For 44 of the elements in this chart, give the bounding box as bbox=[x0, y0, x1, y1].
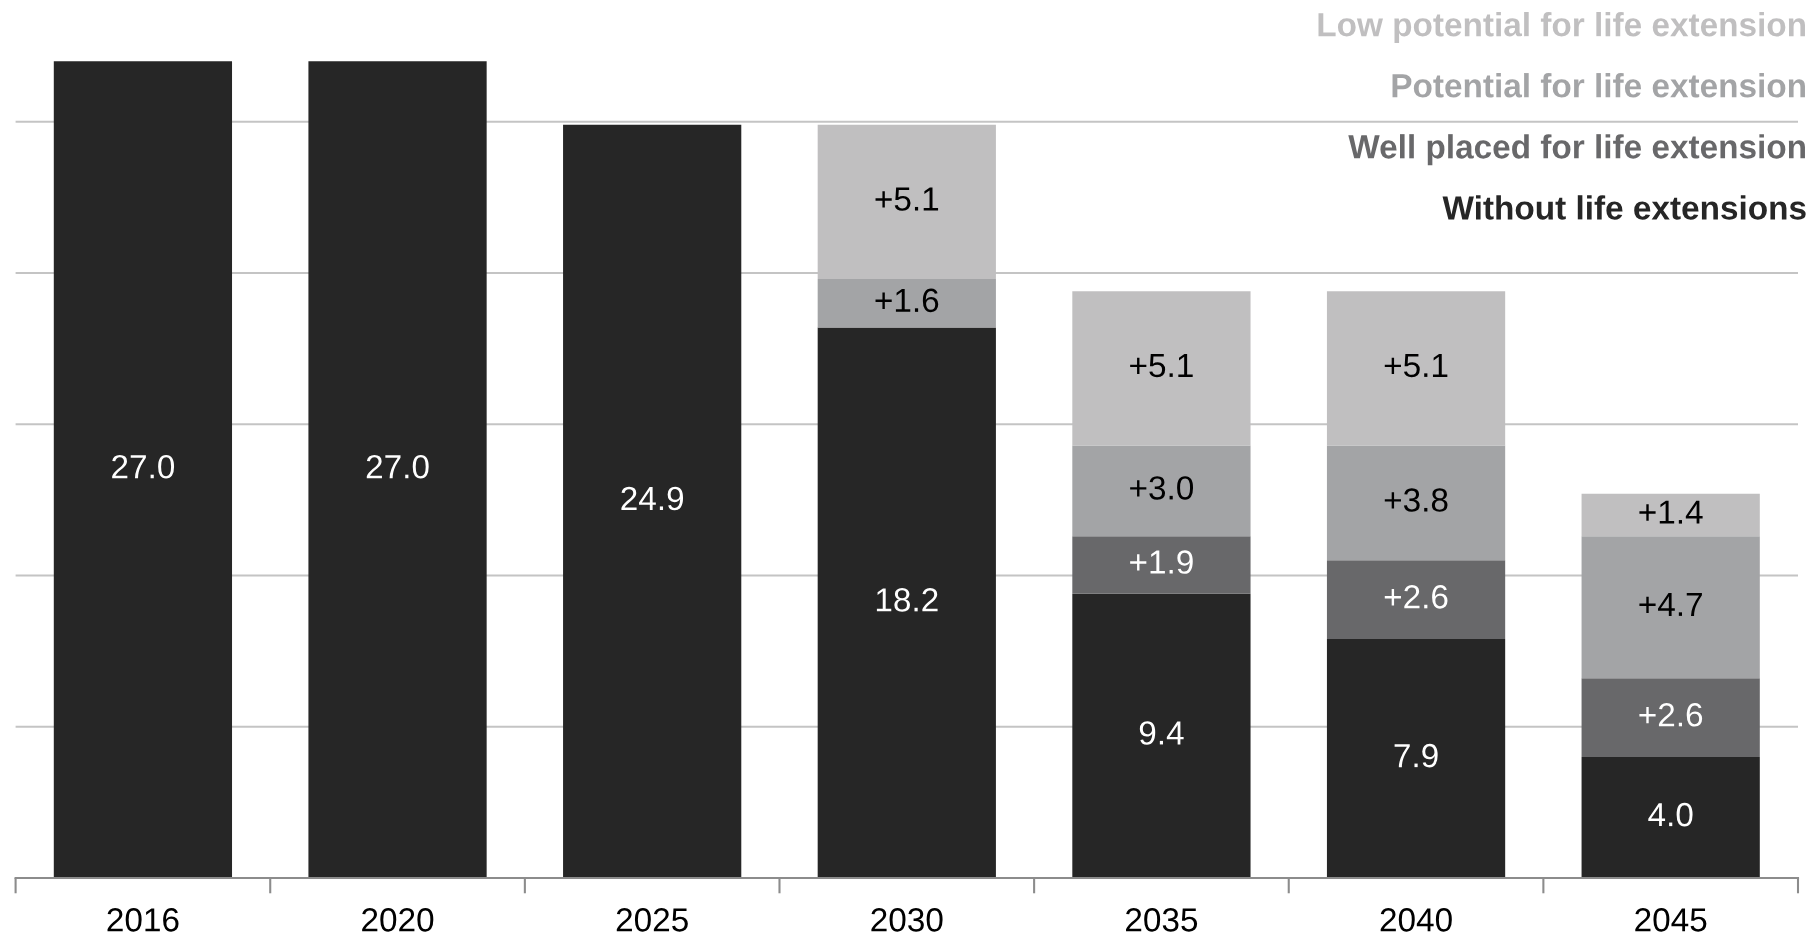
x-tick-label: 2025 bbox=[616, 908, 688, 932]
data-label: 4.0 bbox=[1648, 802, 1693, 827]
data-label: 18.2 bbox=[876, 588, 938, 612]
data-label: 24.9 bbox=[621, 486, 684, 511]
x-tick-label: 2045 bbox=[1635, 908, 1707, 932]
data-label: 27.0 bbox=[366, 454, 429, 479]
bar bbox=[1326, 445, 1506, 561]
bar bbox=[563, 124, 742, 878]
text: Potential for life extension bbox=[1392, 73, 1805, 98]
x-tick-label: 2035 bbox=[1126, 908, 1198, 932]
bar bbox=[1581, 757, 1760, 878]
bar bbox=[1072, 536, 1251, 594]
x-tick-label: 2020 bbox=[362, 908, 434, 932]
text: Low potential for life extension bbox=[1318, 12, 1805, 44]
data-label: +2.6 bbox=[1639, 703, 1703, 727]
data-label: +3.8 bbox=[1384, 488, 1448, 512]
bar bbox=[1326, 639, 1506, 878]
bar bbox=[817, 279, 996, 328]
data-label: 27.0 bbox=[112, 454, 175, 479]
bar bbox=[53, 61, 233, 878]
bar bbox=[1072, 593, 1251, 878]
data-label: +4.7 bbox=[1639, 592, 1702, 616]
bar bbox=[1581, 493, 1760, 537]
data-label: +1.4 bbox=[1639, 500, 1703, 524]
data-label: +5.1 bbox=[1130, 353, 1193, 378]
data-label: +3.0 bbox=[1130, 476, 1194, 500]
x-tick-label: 2030 bbox=[871, 908, 943, 932]
data-label: 7.9 bbox=[1394, 743, 1438, 768]
bar bbox=[1581, 678, 1760, 757]
bar bbox=[1072, 445, 1251, 537]
data-label: 9.4 bbox=[1139, 721, 1184, 745]
bar bbox=[308, 61, 487, 878]
bar bbox=[1581, 536, 1760, 679]
x-tick-label: 2040 bbox=[1380, 908, 1452, 932]
bar bbox=[817, 327, 996, 878]
data-label: +5.1 bbox=[1384, 353, 1448, 378]
bar bbox=[1326, 560, 1506, 640]
x-tick-label: 2016 bbox=[107, 908, 179, 932]
text: Well placed for life extension bbox=[1348, 134, 1805, 166]
data-label: +1.9 bbox=[1130, 550, 1193, 574]
data-label: +1.6 bbox=[875, 288, 939, 313]
text: Without life extensions bbox=[1442, 195, 1806, 220]
data-label: +2.6 bbox=[1384, 585, 1448, 609]
data-label: +5.1 bbox=[875, 187, 939, 211]
